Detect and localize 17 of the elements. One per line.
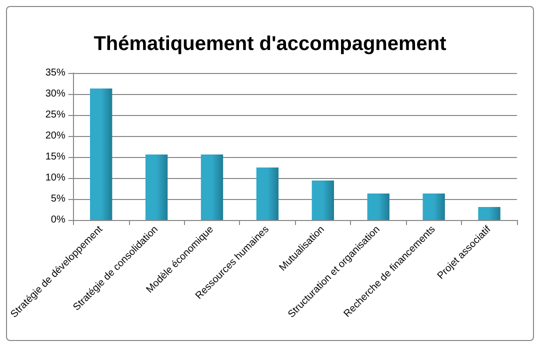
y-tick-label: 5% <box>50 194 66 204</box>
chart-title: Thématiquement d'accompagnement <box>94 33 447 55</box>
bar <box>422 194 445 220</box>
bar <box>478 206 500 220</box>
bar <box>200 154 224 220</box>
y-tick-label: 35% <box>45 68 66 78</box>
bar <box>90 88 112 220</box>
bar <box>145 154 168 220</box>
y-tick-label: 25% <box>45 110 66 120</box>
bar <box>312 180 334 220</box>
y-tick-label: 0% <box>50 214 66 226</box>
y-tick-label: 20% <box>45 130 66 142</box>
y-tick-label: 10% <box>45 172 66 184</box>
bar <box>367 194 390 220</box>
y-tick-label: 30% <box>45 88 66 100</box>
y-tick-label: 15% <box>45 152 66 162</box>
bar <box>256 168 279 220</box>
